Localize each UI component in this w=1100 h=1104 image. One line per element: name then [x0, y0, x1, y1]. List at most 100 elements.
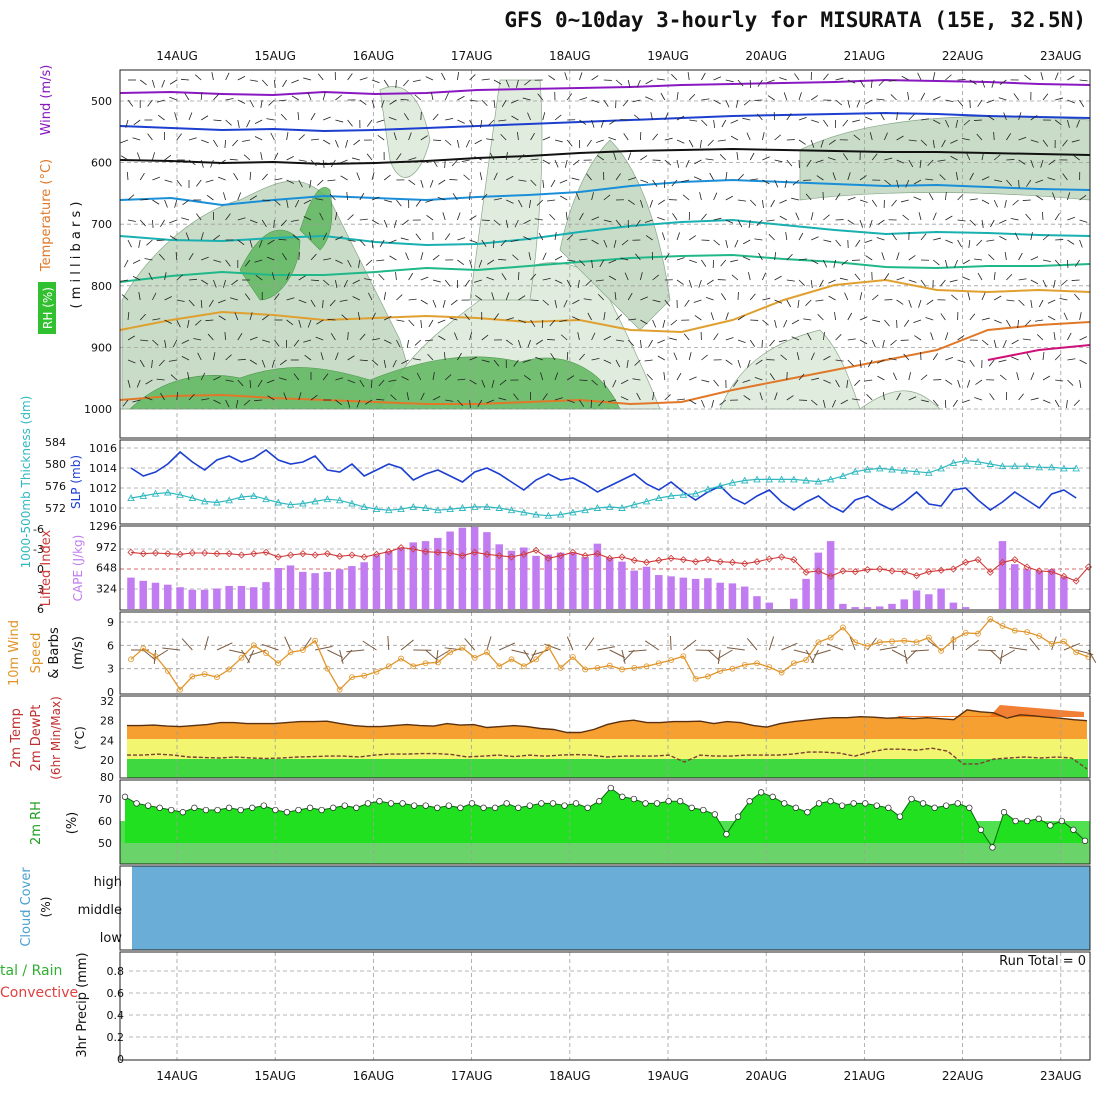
- rh-point: [839, 803, 845, 809]
- rh-point: [770, 794, 776, 800]
- cape-bar: [741, 587, 749, 609]
- cape-bar: [1011, 564, 1019, 609]
- date-tick-top: 23AUG: [1040, 49, 1082, 63]
- cape-bar: [373, 555, 381, 609]
- cape-bar: [815, 553, 823, 609]
- precip-unit-label: 3hr Precip (mm): [75, 952, 90, 1057]
- rh-point: [215, 807, 221, 813]
- cape-bar: [336, 569, 344, 609]
- cape-bar: [569, 553, 577, 609]
- page-title: GFS 0~10day 3-hourly for MISURATA (15E, …: [504, 8, 1086, 32]
- cape-bar: [667, 576, 675, 609]
- cape-bar: [532, 556, 540, 609]
- rh-point: [793, 805, 799, 811]
- upper-wind-barb: [958, 79, 966, 80]
- rh-point: [620, 794, 626, 800]
- cape-bar: [127, 578, 135, 609]
- cape-bar: [802, 579, 810, 609]
- wind-barb: [990, 650, 1002, 661]
- upper-wind-barb: [974, 120, 982, 121]
- temp-tick: 32: [100, 695, 114, 708]
- rh-point: [805, 809, 811, 815]
- rh-point: [330, 805, 336, 811]
- wind-unit: (m/s): [71, 636, 86, 670]
- rh-point: [157, 805, 163, 811]
- cape-bar: [238, 586, 246, 609]
- cloud-level-middle: middle: [78, 903, 122, 918]
- pressure-tick: 900: [91, 341, 112, 354]
- temp-unit: (°C): [73, 726, 87, 750]
- rh-point: [492, 805, 498, 811]
- rh-point: [990, 845, 996, 851]
- wind-label-3: & Barbs: [47, 627, 62, 679]
- cape-bar: [360, 562, 368, 609]
- wind-barb: [812, 650, 819, 663]
- cloud-unit: (%): [39, 897, 53, 918]
- rh-point: [434, 805, 440, 811]
- upper-wind-barb: [531, 300, 539, 301]
- cape-bar: [937, 589, 945, 609]
- wind-barb: [727, 648, 745, 650]
- cape-bar: [1023, 569, 1031, 609]
- date-tick-bottom: 15AUG: [254, 1069, 296, 1083]
- rh-band-low: [120, 843, 1090, 864]
- rh-fill: [125, 788, 1085, 847]
- upper-wind-barb: [493, 240, 494, 248]
- rh-point: [781, 801, 787, 807]
- rh-point: [758, 790, 764, 796]
- wind-barb: [978, 650, 996, 651]
- date-tick-bottom: 19AUG: [647, 1069, 689, 1083]
- date-tick-bottom: 20AUG: [745, 1069, 787, 1083]
- precip-tick: 0.2: [107, 1031, 125, 1044]
- upper-wind-barb: [994, 132, 995, 140]
- rh-point: [677, 798, 683, 804]
- cape-bar: [606, 558, 614, 609]
- temp-label-2: 2m DewPt: [29, 705, 44, 772]
- rh-point: [1001, 809, 1007, 815]
- rh-point: [1013, 818, 1019, 824]
- panel-frame: [120, 440, 1090, 524]
- cape-bar: [139, 581, 147, 609]
- date-tick-bottom: 17AUG: [451, 1069, 493, 1083]
- slp-tick: 1016: [89, 442, 117, 455]
- wind-barb: [346, 650, 364, 652]
- cape-bar: [925, 594, 933, 609]
- pressure-tick: 800: [91, 280, 112, 293]
- temp-label-1: 2m Temp: [9, 708, 24, 768]
- cape-bar: [385, 551, 393, 609]
- upper-wind-barb: [970, 100, 971, 108]
- wind-barb: [217, 643, 232, 650]
- temp-band-green: [127, 759, 1088, 778]
- rh-point: [550, 801, 556, 807]
- date-tick-bottom: 23AUG: [1040, 1069, 1082, 1083]
- rh-point: [851, 801, 857, 807]
- rh-point: [400, 801, 406, 807]
- upper-wind-barb: [401, 99, 409, 100]
- date-tick-bottom: 14AUG: [156, 1069, 198, 1083]
- rh-point: [816, 801, 822, 807]
- wind-barb: [388, 636, 389, 650]
- rh-point: [203, 807, 209, 813]
- wind-speed-point: [129, 657, 134, 662]
- upper-wind-barb: [579, 380, 587, 381]
- rh-point: [643, 801, 649, 807]
- rh-point: [284, 809, 290, 815]
- cape-tick: 324: [96, 582, 117, 595]
- cape-bar: [434, 538, 442, 609]
- cape-bar: [766, 603, 774, 609]
- rh-point: [122, 794, 128, 800]
- rh-point: [886, 805, 892, 811]
- cape-bar: [348, 566, 356, 609]
- rh-point: [273, 807, 279, 813]
- rh-point: [504, 801, 510, 807]
- rh-point: [1024, 818, 1030, 824]
- rh-point: [238, 807, 244, 813]
- cape-bar: [557, 553, 565, 609]
- cape-bar: [729, 583, 737, 609]
- date-tick-top: 19AUG: [647, 49, 689, 63]
- wind-barb: [747, 638, 757, 650]
- cape-bar: [901, 599, 909, 609]
- upper-wind-barb: [433, 140, 441, 141]
- pressure-tick: 600: [91, 157, 112, 170]
